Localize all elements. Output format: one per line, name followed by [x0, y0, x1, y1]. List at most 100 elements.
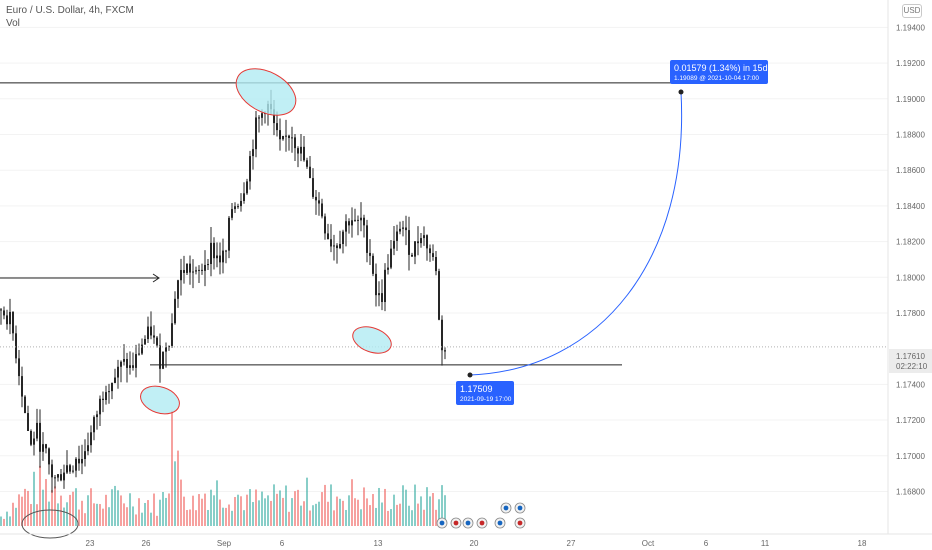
volume-bar — [300, 505, 302, 526]
volume-bar — [276, 493, 278, 526]
volume-bar — [381, 502, 383, 526]
candle-body — [144, 339, 146, 345]
candle-body — [288, 135, 290, 138]
candle-body — [186, 263, 188, 273]
volume-bar — [432, 493, 434, 526]
candle-body — [396, 231, 398, 241]
candle-body — [249, 156, 251, 182]
volume-bar — [369, 505, 371, 526]
candle-body — [108, 391, 110, 393]
candle-body — [330, 239, 332, 247]
candle-body — [312, 178, 314, 197]
candle-body — [99, 398, 101, 415]
time-tick-label: 23 — [86, 539, 95, 548]
volume-bar — [201, 498, 203, 526]
candle-body — [93, 417, 95, 433]
candle-body — [201, 269, 203, 271]
volume-bar — [54, 486, 56, 526]
candle-body — [417, 241, 419, 244]
candle-body — [30, 430, 32, 445]
candle-body — [333, 245, 335, 247]
time-tick-label: 27 — [567, 539, 576, 548]
volume-bar — [99, 504, 101, 526]
candle-body — [345, 221, 347, 232]
candle-body — [189, 263, 191, 273]
candle-body — [195, 270, 197, 272]
price-tick-label: 1.19200 — [896, 59, 925, 68]
candle-body — [228, 217, 230, 251]
candle-body — [363, 217, 365, 226]
volume-bar — [126, 507, 128, 526]
price-tick-label: 1.17400 — [896, 380, 925, 389]
volume-bar — [84, 513, 86, 526]
drawings[interactable] — [0, 59, 888, 539]
volume-bar — [117, 490, 119, 526]
volume-bar — [0, 516, 2, 526]
volume-bar — [285, 485, 287, 526]
candle-body — [279, 130, 281, 140]
volume-bar — [294, 491, 296, 526]
volume-bar — [372, 494, 374, 526]
volume-bar — [411, 510, 413, 526]
volume-bar — [330, 484, 332, 526]
candle-body — [219, 255, 221, 263]
candle-body — [24, 396, 26, 414]
time-tick-label: Oct — [642, 539, 655, 548]
price-tick-label: 1.18000 — [896, 273, 925, 282]
candle-body — [315, 196, 317, 201]
volume-bar — [150, 512, 152, 526]
volume-bar — [132, 506, 134, 526]
candle-body — [384, 269, 386, 303]
volume-bar — [267, 495, 269, 526]
candle-body — [66, 465, 68, 473]
volume-bar — [12, 502, 14, 526]
highlight-ellipse — [352, 326, 392, 354]
volume-bar — [375, 507, 377, 526]
candle-body — [216, 255, 218, 259]
volume-bar — [144, 502, 146, 526]
candle-body — [342, 231, 344, 245]
candle-body — [429, 248, 431, 254]
volume-bar — [222, 507, 224, 526]
candle-body — [123, 359, 125, 362]
candle-body — [276, 123, 278, 131]
volume-bar — [318, 501, 320, 526]
time-tick-label: 6 — [704, 539, 709, 548]
price-tick-label: 1.18200 — [896, 238, 925, 247]
candle-body — [81, 459, 83, 464]
candle-body — [336, 245, 338, 249]
volume-bar — [297, 489, 299, 526]
candle-body — [15, 333, 17, 359]
volume-bar — [345, 509, 347, 526]
volume-bar — [216, 480, 218, 526]
candle-body — [210, 242, 212, 265]
time-axis[interactable]: 23 26 Sep 6 13 20 27 Oct 6 11 18 — [0, 533, 932, 548]
price-tick-label: 1.18400 — [896, 202, 925, 211]
time-tick-label: Sep — [217, 539, 232, 548]
volume-bar — [72, 491, 74, 526]
volume-bar — [405, 489, 407, 526]
candle-body — [321, 203, 323, 217]
volume-bar — [120, 495, 122, 526]
candle-body — [444, 350, 446, 352]
volume-bar — [39, 465, 41, 526]
event-flag-icon — [517, 505, 523, 511]
price-axis[interactable]: 1.19400 1.19200 1.19000 1.18800 1.18600 1.184… — [887, 0, 925, 534]
volume-bar — [129, 493, 131, 526]
volume-legend-label: Vol — [6, 18, 20, 29]
candle-body — [48, 448, 50, 465]
volume-bar — [177, 450, 179, 526]
candle-body — [27, 413, 29, 431]
volume-bar — [78, 509, 80, 526]
volume-bar — [30, 504, 32, 526]
candle-body — [252, 149, 254, 157]
volume-bar — [69, 494, 71, 526]
currency-button[interactable]: USD — [902, 4, 922, 18]
volume-bar — [282, 497, 284, 526]
volume-bar — [105, 494, 107, 526]
candle-body — [120, 361, 122, 367]
candle-body — [438, 271, 440, 320]
candle-body — [243, 193, 245, 201]
